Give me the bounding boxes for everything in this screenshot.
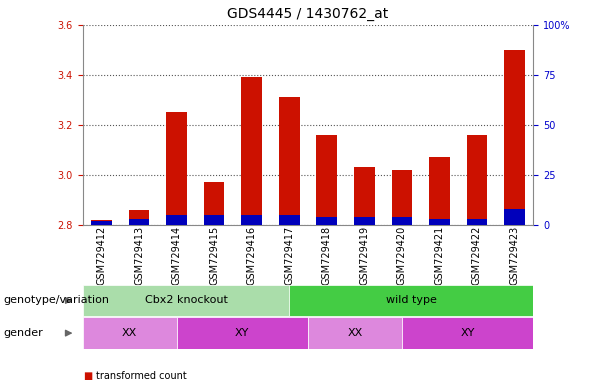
Bar [177,318,308,349]
Bar [129,210,150,225]
Bar [129,218,150,225]
Bar [504,209,525,225]
Bar [392,217,412,225]
Bar [429,157,450,225]
Text: transformed count: transformed count [96,371,187,381]
Bar [429,218,450,225]
Bar [308,318,402,349]
Bar [402,318,533,349]
Text: XX: XX [122,328,137,338]
Bar [91,220,112,225]
Bar [204,182,224,225]
Bar [466,218,487,225]
Title: GDS4445 / 1430762_at: GDS4445 / 1430762_at [227,7,389,21]
Bar [316,217,337,225]
Bar [166,113,187,225]
Bar [316,135,337,225]
Bar [279,98,300,225]
Text: XY: XY [235,328,249,338]
Bar [279,215,300,225]
Bar [354,217,375,225]
Text: genotype/variation: genotype/variation [3,295,109,306]
Text: XY: XY [460,328,475,338]
Bar [392,170,412,225]
Text: wild type: wild type [386,295,436,306]
Bar [504,50,525,225]
Text: gender: gender [3,328,43,338]
Bar [83,285,289,316]
Bar [354,167,375,225]
Text: XX: XX [348,328,363,338]
Text: ■: ■ [83,371,92,381]
Text: Cbx2 knockout: Cbx2 knockout [145,295,227,306]
Bar [289,285,533,316]
Bar [466,135,487,225]
Bar [166,215,187,225]
Bar [91,221,112,225]
Bar [204,215,224,225]
Bar [242,215,262,225]
Bar [83,318,177,349]
Bar [242,78,262,225]
